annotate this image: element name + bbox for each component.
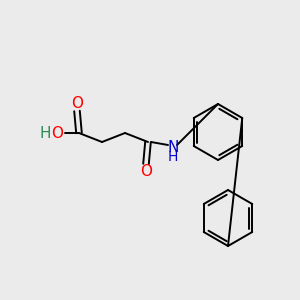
Text: O: O — [71, 95, 83, 110]
Text: H: H — [168, 150, 178, 164]
Text: O: O — [51, 125, 63, 140]
Text: H: H — [40, 125, 51, 140]
Text: N: N — [167, 140, 179, 154]
Text: O: O — [140, 164, 152, 179]
